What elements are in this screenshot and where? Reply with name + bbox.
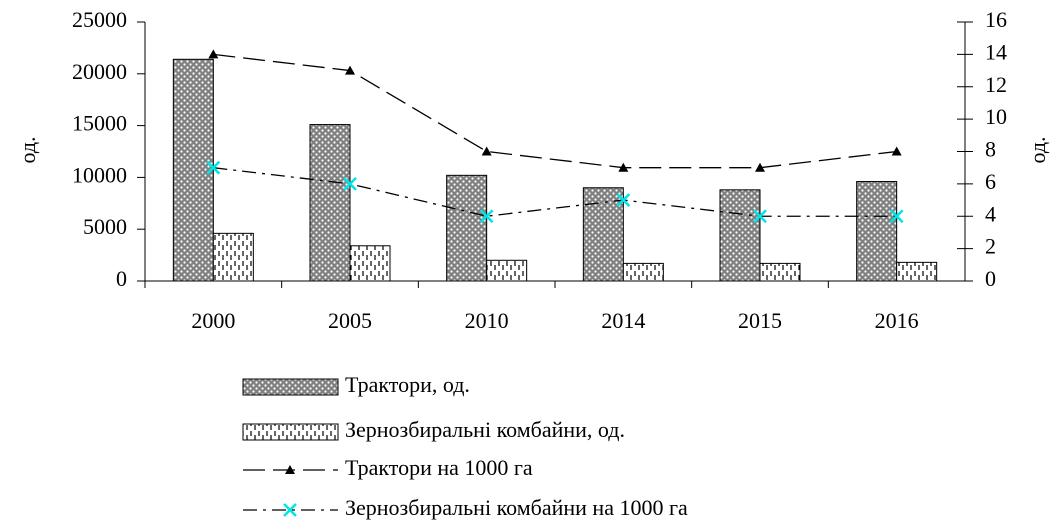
legend-swatch: [242, 378, 339, 396]
x-tick-label: 2000: [191, 308, 235, 333]
legend-label: Зернозбиральні комбайни, од.: [345, 417, 625, 442]
marker: [345, 65, 355, 75]
bar: [896, 261, 938, 282]
y2-tick-label: 14: [985, 39, 1007, 64]
y2-tick-label: 0: [985, 266, 996, 291]
legend-swatch: [242, 423, 339, 441]
y2-tick-label: 2: [985, 234, 996, 259]
marker: [479, 209, 494, 224]
legend-label: Зернозбиральні комбайни на 1000 га: [345, 495, 688, 520]
y-tick-label: 15000: [72, 111, 127, 136]
y-tick-label: 25000: [72, 7, 127, 32]
legend-label: Трактори, од.: [345, 372, 470, 397]
marker: [616, 193, 631, 207]
bar: [349, 245, 391, 282]
marker: [891, 146, 902, 156]
x-tick-label: 2010: [465, 308, 509, 333]
x-tick-label: 2016: [875, 308, 919, 333]
marker: [889, 209, 904, 224]
y2-tick-label: 16: [985, 7, 1007, 32]
y-tick-label: 0: [116, 266, 127, 291]
y-tick-label: 5000: [83, 214, 127, 239]
marker: [343, 176, 357, 191]
marker: [206, 160, 221, 175]
marker: [208, 49, 219, 59]
legend-label: Трактори на 1000 га: [345, 455, 533, 480]
y2-axis-label: од.: [1025, 136, 1050, 163]
y2-tick-label: 10: [985, 104, 1007, 129]
bar: [759, 262, 801, 282]
bar: [446, 174, 488, 282]
marker: [285, 465, 295, 474]
y2-tick-label: 6: [985, 169, 996, 194]
bar: [486, 259, 528, 282]
marker: [753, 209, 767, 224]
marker: [618, 162, 629, 172]
bar: [719, 189, 761, 282]
marker: [481, 146, 492, 156]
bar: [582, 187, 624, 282]
y2-tick-label: 4: [985, 201, 996, 226]
bar: [212, 232, 254, 282]
marker: [755, 162, 765, 172]
line: [213, 53, 897, 169]
x-tick-label: 2014: [601, 308, 645, 333]
y2-tick-label: 8: [985, 137, 996, 162]
marker: [283, 503, 297, 517]
bar: [309, 124, 351, 282]
y-tick-label: 20000: [72, 59, 127, 84]
bar: [172, 58, 214, 282]
bar: [856, 181, 898, 282]
x-tick-label: 2005: [328, 308, 372, 333]
bar: [622, 262, 664, 282]
y-tick-label: 10000: [72, 162, 127, 187]
y-axis-label: од.: [15, 136, 40, 163]
y2-tick-label: 12: [985, 72, 1007, 97]
x-tick-label: 2015: [738, 308, 782, 333]
